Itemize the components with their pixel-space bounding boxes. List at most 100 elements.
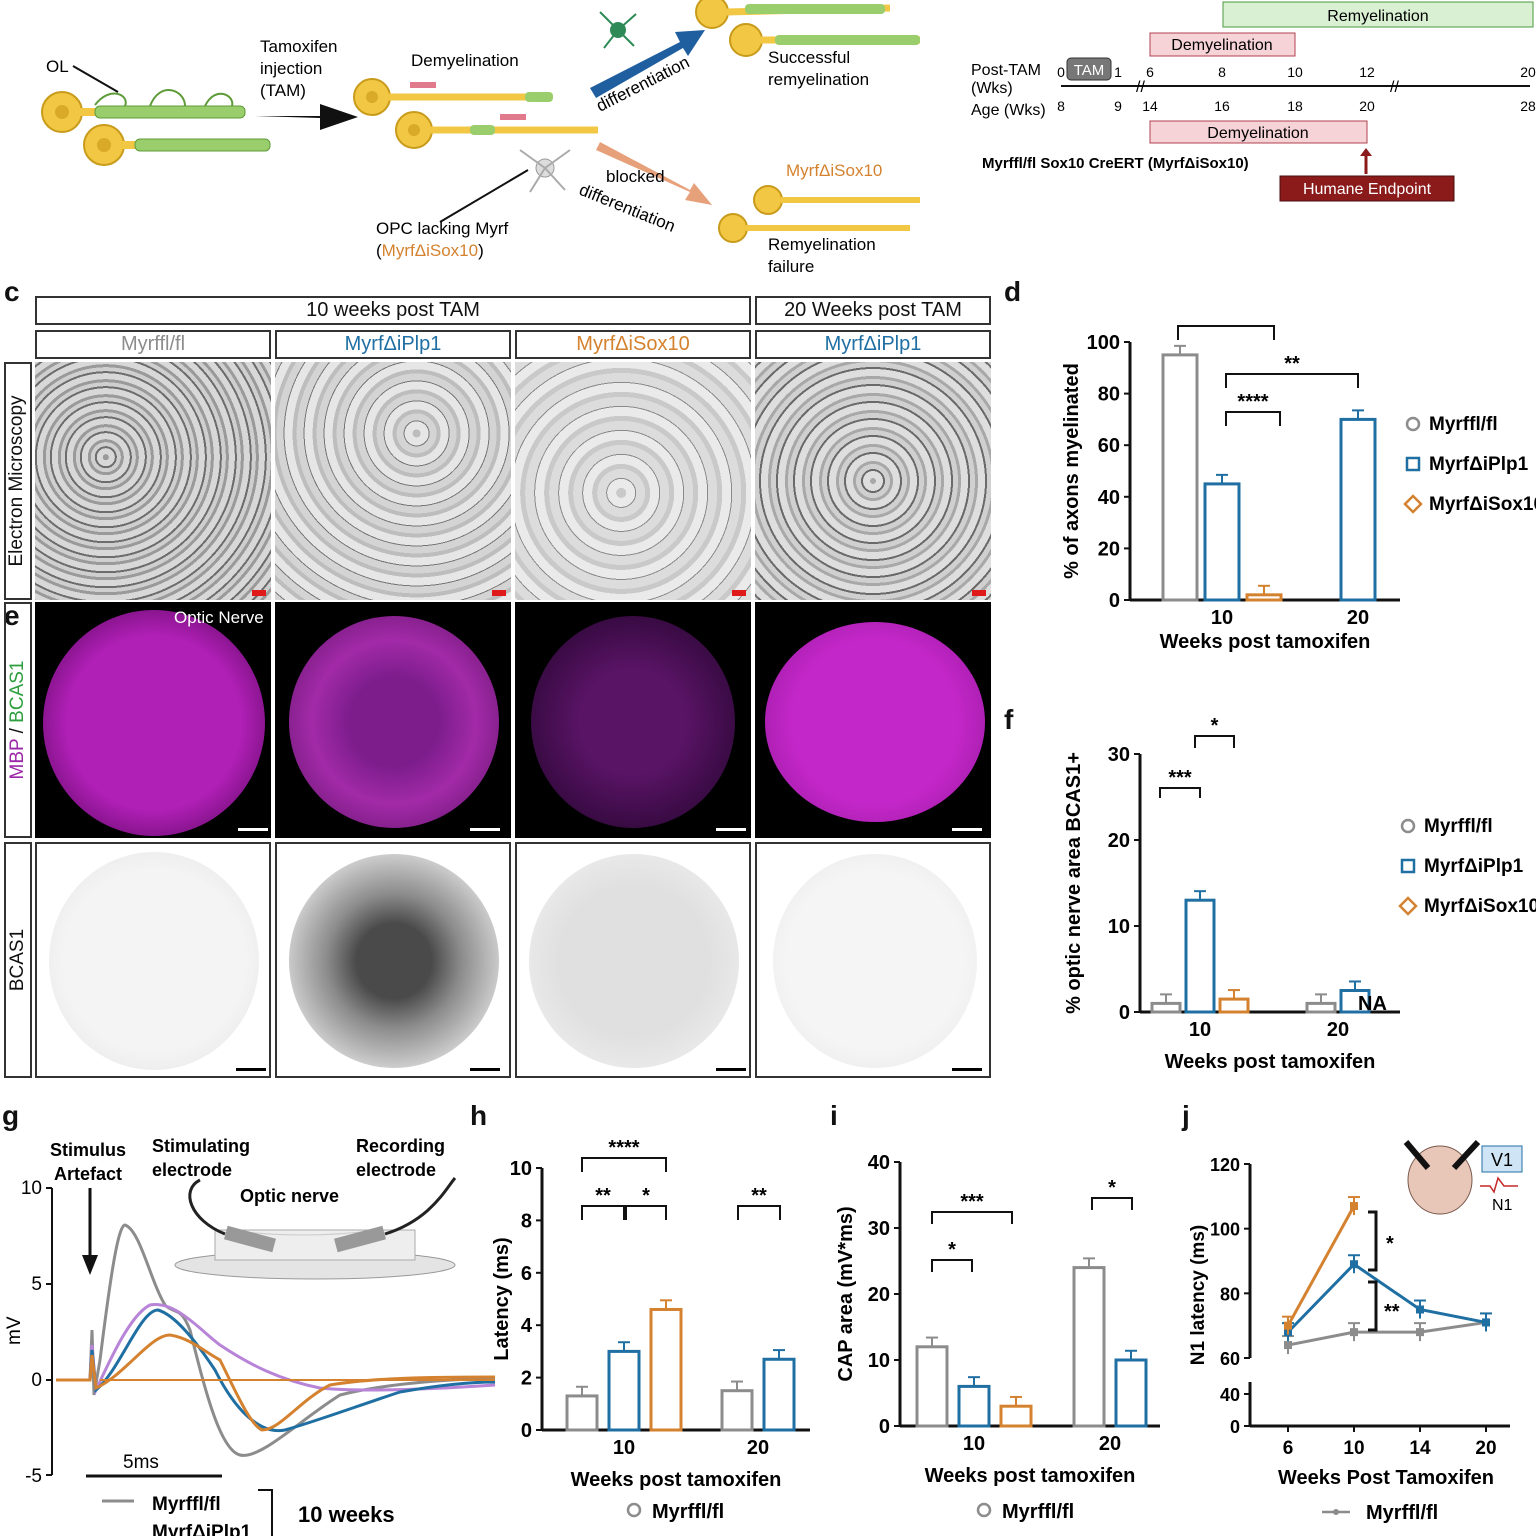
differentiation-arrow [590, 30, 705, 98]
y-tick-label: 40 [1220, 1385, 1240, 1405]
chart-d: 0 20 40 60 80 100% of axons myelinated Weeks p… [1061, 320, 1536, 653]
significance-bracket [1177, 325, 1275, 340]
panel-i-letter: i [830, 1100, 838, 1131]
y-axis-label: CAP area (mV*ms) [835, 1206, 857, 1381]
optic-nerve-label-g: Optic nerve [240, 1186, 339, 1206]
y-tick-label: 0 [879, 1416, 890, 1438]
significance-bracket [737, 1205, 781, 1220]
panel-j-letter: j [1182, 1100, 1190, 1131]
y-tick-label: 10 [1108, 916, 1130, 938]
significance-label: **** [1210, 320, 1241, 327]
bar [1339, 417, 1377, 602]
x-tick-label: 10 [1211, 607, 1233, 629]
tam-arrow [255, 104, 358, 130]
bcas1-image-plp1-20wk [755, 842, 991, 1078]
bar [915, 1345, 949, 1428]
significance-label: * [948, 1239, 956, 1261]
failed-ols [718, 185, 920, 243]
post-tam-label: Post-TAM (Wks) [971, 62, 1045, 97]
x-axis-label: Weeks post tamoxifen [571, 1469, 782, 1491]
successful-label: Successful remyelination [768, 48, 869, 89]
scale-bar [716, 828, 746, 831]
y-axis-label: % optic nerve area BCAS1+ [1063, 752, 1085, 1014]
x-axis-label: Weeks post tamoxifen [1165, 1051, 1376, 1073]
em-image-ctrl [35, 362, 271, 600]
recording-label: Recording electrode [356, 1136, 450, 1180]
optic-nerve-label: Optic Nerve [174, 608, 264, 627]
y-axis-label: % of axons myelinated [1061, 363, 1083, 579]
bar [1150, 1001, 1182, 1014]
legend-entry: MyrfΔiPlp1 [1429, 454, 1529, 475]
significance-label: ** [1384, 1301, 1400, 1323]
svg-text:5: 5 [31, 1274, 42, 1295]
g-ylabel: mV [4, 1316, 25, 1345]
fluor-image-sox10 [515, 602, 751, 838]
significance-label: * [1211, 715, 1219, 737]
blocked-label-2: differentiation [577, 180, 678, 236]
significance-bracket [1194, 735, 1235, 748]
timeline-b: Remyelination Demyelination Post-TAM (Wk… [971, 1, 1536, 202]
significance-bracket [1225, 411, 1281, 426]
schematic-a: OL Tamoxifen injection (TAM) Demyelinati… [41, 0, 920, 276]
remyelination-bar [1222, 1, 1534, 28]
stimulating-label: Stimulating electrode [152, 1136, 255, 1180]
scale-bar [952, 1068, 982, 1071]
significance-bracket [625, 1205, 667, 1220]
scale-bar [236, 1068, 266, 1071]
legend-marker-diamond [1398, 896, 1418, 916]
demyelination-bar-top [1149, 32, 1296, 57]
opc-line1: OPC lacking Myrf [376, 219, 509, 238]
failure-label: Remyelination failure [768, 235, 880, 276]
scale-bar [492, 590, 506, 596]
panel-e-letter: e [4, 600, 20, 631]
significance-bracket [1368, 1210, 1378, 1272]
legend-entry: MyrfΔiSox10 [1429, 494, 1536, 515]
significance-bracket [1368, 1280, 1378, 1332]
significance-bracket [581, 1205, 625, 1220]
chart-j: 0 40 60 80 100 120 N1 latency (ms) 6 10 14 20 Weeks… [1188, 1139, 1523, 1524]
legend-marker-circle [626, 1502, 642, 1518]
panel-g-letter: g [2, 1100, 20, 1131]
em-image-sox10 [515, 362, 751, 600]
scale-bar [470, 1068, 500, 1071]
break-1: // [1136, 79, 1145, 96]
tam-box-text: TAM [1074, 62, 1105, 79]
significance-label: * [1108, 1177, 1116, 1199]
legend-entry: MyrfΔiSox10 [1424, 896, 1536, 917]
svg-text:8: 8 [1057, 98, 1065, 114]
legend-marker-circle [976, 1502, 992, 1518]
bcas1-image-sox10 [515, 842, 751, 1078]
y-tick-label: 20 [1098, 538, 1120, 560]
age-label: Age (Wks) [971, 102, 1046, 119]
post-ticks: 0 1 6 8 10 12 20 [1057, 64, 1536, 80]
significance-bracket [1091, 1197, 1133, 1210]
demyelinated-ols [353, 78, 598, 223]
y-tick-label: 10 [510, 1158, 532, 1180]
y-tick-label: 60 [1220, 1349, 1240, 1369]
v1-box [1481, 1145, 1523, 1173]
row-label-bcas1: BCAS1 [7, 928, 28, 992]
col-label-ctrl: Myrffl/fl [35, 330, 271, 359]
bar [720, 1389, 754, 1432]
header-10-weeks: 10 weeks post TAM [35, 296, 751, 325]
v1-label: V1 [1491, 1150, 1513, 1170]
panel-d-letter: d [1004, 276, 1022, 307]
na-annotation: NA [1358, 993, 1387, 1015]
opc-line2: (MyrfΔiSox10) [376, 241, 484, 260]
legend-marker-square [1405, 456, 1421, 472]
demyelination-label: Demyelination [411, 51, 519, 70]
fluor-image-ctrl [35, 602, 271, 838]
svg-text:9: 9 [1114, 98, 1122, 114]
em-image-plp1-20wk [755, 362, 991, 600]
y-tick-label: 30 [1108, 744, 1130, 766]
bar [1072, 1266, 1106, 1428]
svg-text:1: 1 [1114, 64, 1122, 80]
panel-c-letter: c [4, 276, 20, 307]
significance-bracket [581, 1157, 667, 1172]
svg-text:6: 6 [1146, 64, 1154, 80]
scale-bar [252, 590, 266, 596]
y-tick-label: 10 [868, 1350, 890, 1372]
svg-text:20: 20 [1359, 98, 1375, 114]
tam-box [1066, 57, 1112, 81]
myrf-sox10-label: MyrfΔiSox10 [786, 161, 882, 180]
